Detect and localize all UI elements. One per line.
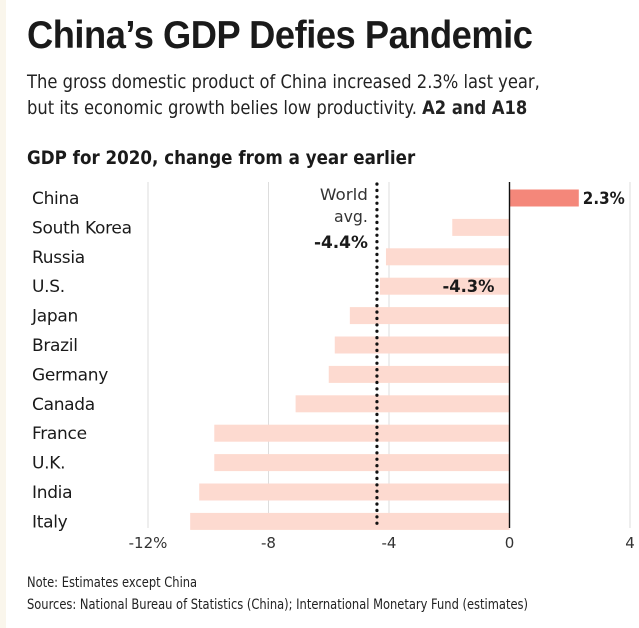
category-label: India <box>32 483 72 503</box>
category-label: Canada <box>32 395 95 415</box>
world-avg-label-line-2: avg. <box>334 207 368 226</box>
page-edge <box>0 0 6 628</box>
world-avg-label-line-1: World <box>320 185 368 204</box>
x-tick-labels: -12% -8 -4 0 4 <box>129 534 635 552</box>
x-tick-label: 0 <box>505 534 515 552</box>
world-avg-value: -4.4% <box>314 233 368 253</box>
bar-south-korea <box>452 218 510 236</box>
bar-italy <box>190 512 510 530</box>
category-label: Italy <box>32 512 68 532</box>
bar-u-k <box>214 454 510 472</box>
bars <box>190 189 579 530</box>
bar-china <box>509 189 579 207</box>
bar-russia <box>385 248 510 266</box>
bar-india <box>199 483 510 501</box>
x-tick-label: -4 <box>382 534 397 552</box>
data-label: 2.3% <box>583 189 625 209</box>
bar-brazil <box>334 336 510 354</box>
category-label: Japan <box>31 307 78 327</box>
x-tick-label: -8 <box>261 534 276 552</box>
category-label: France <box>32 424 87 444</box>
category-label: U.K. <box>32 454 65 474</box>
footer: Note: Estimates except China Sources: Na… <box>27 572 528 616</box>
subtitle-line-2-text: but its economic growth belies low produ… <box>27 97 417 119</box>
x-tick-label: -12% <box>129 534 168 552</box>
footer-note: Note: Estimates except China <box>27 575 198 591</box>
category-label: Brazil <box>32 336 78 356</box>
category-labels: China South Korea Russia U.S. Japan Brazil Ger… <box>31 189 132 532</box>
data-labels: 2.3% -4.3% <box>443 189 625 297</box>
x-tick-label: 4 <box>625 534 635 552</box>
page-subtitle: The gross domestic product of China incr… <box>27 69 540 121</box>
world-average-line: World avg. -4.4% <box>314 182 379 530</box>
bar-germany <box>328 365 510 383</box>
grid-lines <box>147 182 631 528</box>
page-title: China’s GDP Defies Pandemic <box>27 14 533 57</box>
chart-title: GDP for 2020, change from a year earlier <box>27 147 416 169</box>
category-label: Russia <box>32 248 85 268</box>
category-label: South Korea <box>32 218 132 238</box>
data-label: -4.3% <box>443 277 495 297</box>
bar-japan <box>349 307 510 325</box>
bar-u-s <box>379 277 510 295</box>
page-reference: A2 and A18 <box>422 97 528 119</box>
category-label: Germany <box>32 365 108 385</box>
bar-canada <box>295 395 510 413</box>
subtitle-line-2: but its economic growth belies low produ… <box>27 95 540 121</box>
subtitle-line-1: The gross domestic product of China incr… <box>27 71 540 93</box>
footer-sources: Sources: National Bureau of Statistics (… <box>27 597 528 613</box>
category-label: China <box>32 189 79 209</box>
category-label: U.S. <box>32 277 65 297</box>
bar-france <box>214 424 510 442</box>
